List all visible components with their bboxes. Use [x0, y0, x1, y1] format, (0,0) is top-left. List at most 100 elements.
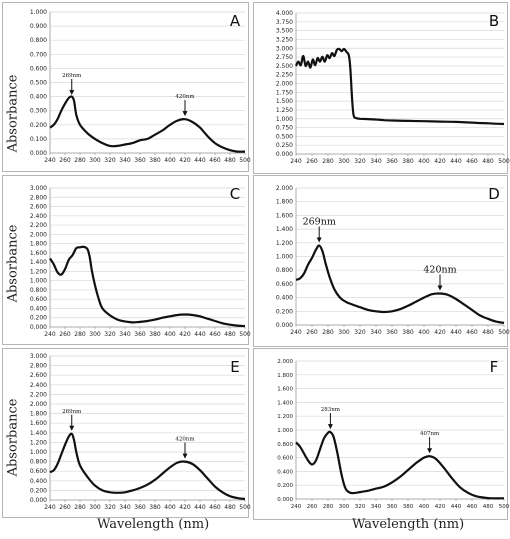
y-tick-label: 2.200	[30, 222, 47, 229]
spectrum-line-f	[295, 430, 505, 500]
y-tick-label: 1.200	[277, 414, 293, 420]
y-tick-label: 0.200	[277, 483, 293, 489]
x-tick-label: 460	[209, 504, 221, 511]
x-tick-label: 360	[134, 504, 146, 511]
y-tick-label: 0.800	[30, 287, 47, 294]
x-tick-label: 500	[499, 504, 510, 510]
x-tick-label: 260	[306, 329, 318, 336]
y-tick-label: 1.600	[276, 212, 293, 219]
annotation-arrowhead	[437, 285, 443, 291]
y-tick-label: 3.750	[276, 19, 293, 26]
y-axis-title-c: Absorbance	[5, 224, 21, 303]
y-tick-label: 0.300	[30, 108, 47, 115]
x-tick-label: 480	[483, 504, 494, 510]
y-tick-label: 0.200	[276, 308, 293, 315]
x-tick-label: 320	[354, 158, 366, 165]
y-tick-label: 2.800	[30, 363, 47, 370]
y-tick-label: 0.600	[30, 468, 47, 475]
y-tick-label: 2.200	[30, 391, 47, 398]
y-tick-label: 1.600	[30, 250, 47, 257]
y-tick-label: 2.400	[30, 213, 47, 220]
x-tick-label: 440	[194, 331, 206, 338]
x-tick-label: 240	[290, 329, 302, 336]
x-tick-label: 300	[89, 331, 101, 338]
y-tick-label: 0.600	[276, 281, 293, 288]
y-tick-label: 2.000	[276, 185, 293, 192]
x-tick-label: 420	[179, 331, 191, 338]
x-tick-label: 500	[498, 329, 510, 336]
y-tick-label: 2.000	[277, 359, 293, 365]
y-tick-label: 0.100	[30, 136, 47, 143]
y-tick-label: 0.800	[30, 37, 47, 44]
y-tick-label: 2.600	[30, 204, 47, 211]
x-tick-label: 380	[403, 504, 414, 510]
x-tick-label: 420	[179, 157, 191, 164]
annotation-arrowhead	[69, 425, 75, 431]
annotation-label: 407nm	[420, 431, 440, 437]
y-tick-label: 0.600	[30, 296, 47, 303]
y-tick-label: 0.200	[30, 315, 47, 322]
annotation-label: 420nm	[175, 94, 195, 100]
x-tick-label: 240	[44, 157, 56, 164]
annotation-label: 420nm	[175, 437, 195, 443]
annotation-arrowhead	[327, 424, 333, 430]
x-tick-label: 420	[435, 504, 446, 510]
x-tick-label: 480	[482, 158, 494, 165]
x-tick-label: 240	[44, 331, 56, 338]
panel-letter-b: B	[489, 12, 499, 30]
x-tick-label: 440	[194, 504, 206, 511]
annotation-label: 269nm	[62, 409, 82, 415]
x-tick-label: 380	[402, 158, 414, 165]
x-tick-label: 500	[239, 157, 251, 164]
annotation-arrowhead	[182, 453, 188, 459]
y-tick-label: 1.600	[277, 387, 293, 393]
y-tick-label: 3.500	[276, 28, 293, 35]
x-tick-label: 340	[370, 158, 382, 165]
y-tick-label: 1.200	[276, 240, 293, 247]
y-tick-label: 2.800	[30, 194, 47, 201]
x-tick-label: 240	[44, 504, 56, 511]
y-tick-label: 1.800	[277, 373, 293, 379]
x-tick-label: 300	[89, 157, 101, 164]
panel-letter-c: C	[230, 185, 240, 203]
x-tick-label: 400	[418, 158, 430, 165]
x-tick-label: 260	[307, 504, 318, 510]
y-tick-label: 2.750	[276, 54, 293, 61]
chart-panel-a: 0.000 0.100 0.200 0.300 0.400 0.500 0.600 0.700…	[2, 2, 251, 172]
y-tick-label: 0.200	[30, 487, 47, 494]
x-tick-label: 400	[418, 329, 430, 336]
y-tick-label: 1.000	[276, 116, 293, 123]
x-tick-label: 300	[89, 504, 101, 511]
x-tick-label: 300	[338, 158, 350, 165]
x-tick-label: 240	[291, 504, 302, 510]
y-tick-label: 0.000	[30, 150, 47, 157]
x-tick-label: 320	[355, 504, 366, 510]
x-tick-label: 420	[179, 504, 191, 511]
y-tick-label: 1.250	[276, 107, 293, 114]
x-tick-label: 400	[164, 504, 176, 511]
x-tick-label: 360	[134, 157, 146, 164]
y-tick-label: 0.600	[30, 65, 47, 72]
x-tick-label: 280	[74, 157, 86, 164]
y-tick-label: 1.400	[30, 430, 47, 437]
y-tick-label: 3.000	[30, 185, 47, 192]
x-tick-label: 400	[419, 504, 430, 510]
x-tick-label: 360	[134, 331, 146, 338]
y-tick-label: 1.000	[30, 9, 47, 16]
x-tick-label: 420	[434, 329, 446, 336]
y-tick-label: 1.400	[30, 259, 47, 266]
x-tick-label: 280	[322, 329, 334, 336]
panel-letter-d: D	[488, 185, 500, 203]
y-tick-label: 1.000	[276, 254, 293, 261]
y-tick-label: 1.000	[30, 278, 47, 285]
y-tick-label: 2.000	[30, 401, 47, 408]
x-tick-label: 420	[434, 158, 446, 165]
annotation-arrowhead	[427, 448, 433, 454]
x-tick-label: 240	[290, 158, 302, 165]
spectrum-line-d	[295, 244, 505, 324]
y-tick-label: 0.700	[30, 51, 47, 58]
y-tick-label: 2.250	[276, 72, 293, 79]
x-tick-label: 340	[370, 329, 382, 336]
x-tick-label: 400	[164, 331, 176, 338]
